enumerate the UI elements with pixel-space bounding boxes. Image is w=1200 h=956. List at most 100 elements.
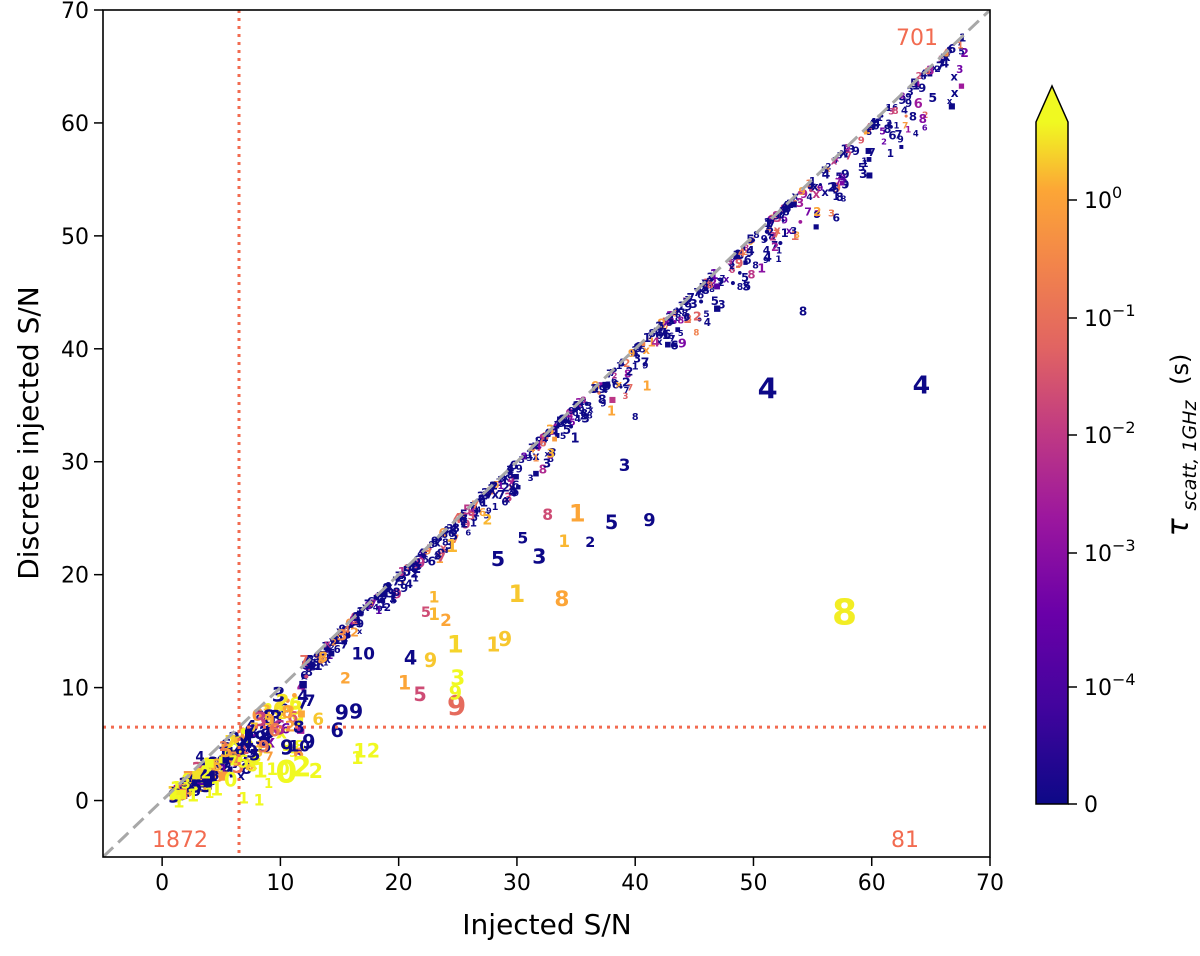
data-point: 3 bbox=[181, 777, 191, 793]
cloud-marker: 1 bbox=[174, 786, 184, 802]
data-point: 4 bbox=[195, 750, 204, 765]
cloud-marker: 2 bbox=[844, 143, 851, 154]
cloud-marker: 8 bbox=[598, 391, 607, 406]
cloud-marker: 9 bbox=[341, 627, 350, 642]
cloud-marker: x bbox=[171, 787, 180, 803]
cloud-marker: 4 bbox=[199, 769, 208, 784]
cloud-marker: 6 bbox=[334, 645, 341, 656]
colorbar-outline bbox=[1035, 84, 1069, 805]
cloud-marker: • bbox=[551, 447, 557, 457]
cloud-marker: x bbox=[588, 406, 594, 416]
cloud-marker: 2 bbox=[900, 91, 906, 100]
cloud-marker: 5 bbox=[639, 345, 645, 356]
cloud-marker: 5 bbox=[482, 489, 489, 502]
cloud-marker: x bbox=[931, 63, 938, 74]
cloud-marker: 9 bbox=[841, 166, 850, 181]
cloud-marker: 3 bbox=[261, 702, 271, 720]
data-point: 8 bbox=[892, 106, 899, 117]
cloud-marker: 5 bbox=[260, 711, 270, 727]
cloud-marker: • bbox=[238, 722, 249, 743]
cloud-marker: 8 bbox=[752, 260, 759, 271]
cloud-marker: 5 bbox=[845, 143, 851, 153]
y-tick-label: 20 bbox=[61, 564, 89, 589]
cloud-marker: 8 bbox=[768, 231, 775, 243]
cloud-marker: 3 bbox=[543, 456, 552, 471]
cloud-marker: 8 bbox=[393, 586, 401, 599]
data-point: 1 bbox=[957, 41, 964, 52]
cloud-marker: 8 bbox=[381, 592, 387, 602]
cloud-marker: 8 bbox=[227, 749, 240, 770]
cloud-marker: 8 bbox=[310, 663, 316, 673]
cloud-marker: 3 bbox=[526, 453, 532, 464]
cloud-marker: 7 bbox=[764, 218, 772, 232]
colorbar-tick-base: 10 bbox=[1084, 676, 1112, 701]
cloud-marker: 7 bbox=[669, 335, 675, 345]
cloud-marker: x bbox=[421, 550, 427, 561]
cloud-marker: 8 bbox=[179, 783, 190, 802]
data-point: 1 bbox=[187, 786, 200, 807]
cloud-marker: 1 bbox=[193, 767, 205, 787]
cloud-marker: 1 bbox=[843, 149, 850, 160]
cloud-marker: 1 bbox=[375, 605, 382, 617]
cloud-marker: 2 bbox=[259, 722, 272, 744]
cloud-marker: 9 bbox=[673, 308, 679, 318]
cloud-marker: 3 bbox=[938, 55, 944, 65]
cloud-marker: 5 bbox=[678, 328, 684, 338]
cloud-marker: 1 bbox=[887, 148, 894, 160]
cloud-marker: 1 bbox=[732, 248, 740, 262]
cloud-marker: 3 bbox=[504, 491, 512, 505]
cloud-marker: 8 bbox=[185, 780, 195, 796]
cloud-marker: 2 bbox=[706, 276, 714, 289]
cloud-marker: 7 bbox=[451, 533, 459, 546]
data-point: 9 bbox=[258, 736, 270, 756]
data-point: 1 bbox=[351, 748, 364, 769]
cloud-marker: 9 bbox=[323, 644, 330, 655]
data-point: 1 bbox=[509, 580, 526, 608]
cloud-marker: x bbox=[306, 660, 313, 672]
cloud-marker: 8 bbox=[520, 452, 527, 463]
cloud-marker: 5 bbox=[180, 777, 189, 792]
plot-frame bbox=[102, 9, 991, 858]
cloud-marker: 7 bbox=[664, 322, 670, 332]
cloud-marker: 4 bbox=[417, 547, 425, 561]
cloud-marker: • bbox=[780, 217, 786, 227]
cloud-marker: 3 bbox=[223, 761, 232, 776]
cloud-marker: 2 bbox=[278, 708, 287, 723]
cloud-marker: 3 bbox=[386, 586, 395, 601]
data-point: 8 bbox=[799, 305, 807, 319]
cloud-marker: 8 bbox=[946, 45, 953, 56]
cloud-marker: x bbox=[200, 764, 211, 784]
y-tick-label: 30 bbox=[61, 451, 89, 476]
data-point: 2 bbox=[482, 513, 492, 529]
cloud-marker: 7 bbox=[730, 255, 737, 266]
data-point: 5 bbox=[491, 547, 505, 571]
cloud-marker: 6 bbox=[251, 706, 263, 726]
cloud-marker: 9 bbox=[478, 493, 484, 504]
cloud-marker: x bbox=[951, 70, 959, 84]
cloud-marker: 4 bbox=[551, 422, 558, 433]
cloud-marker: 9 bbox=[566, 407, 574, 421]
cloud-marker: 3 bbox=[906, 86, 913, 98]
cloud-marker: x bbox=[774, 224, 781, 237]
cloud-marker: 3 bbox=[940, 58, 946, 68]
cloud-marker: 9 bbox=[486, 506, 492, 516]
cloud-marker: 9 bbox=[568, 406, 575, 417]
cloud-marker: ▪ bbox=[948, 98, 956, 113]
cloud-marker: 6 bbox=[744, 254, 752, 267]
data-point: 5 bbox=[517, 530, 528, 548]
data-point: 8 bbox=[554, 587, 569, 612]
cloud-marker: 9 bbox=[289, 746, 298, 761]
cloud-marker: 2 bbox=[580, 412, 587, 423]
cloud-marker: 9 bbox=[313, 652, 320, 663]
cloud-marker: ▪ bbox=[231, 741, 244, 764]
cloud-marker: 9 bbox=[205, 763, 217, 783]
cloud-marker: 8 bbox=[580, 407, 588, 420]
cloud-marker: 1 bbox=[786, 197, 794, 211]
cloud-marker: 3 bbox=[734, 250, 742, 263]
cloud-marker: 7 bbox=[662, 315, 669, 328]
cloud-marker: 2 bbox=[434, 552, 440, 561]
cloud-marker: x bbox=[675, 304, 683, 317]
cloud-marker: 3 bbox=[445, 538, 453, 552]
cloud-marker: 4 bbox=[913, 128, 919, 138]
cloud-marker: 4 bbox=[867, 119, 876, 134]
